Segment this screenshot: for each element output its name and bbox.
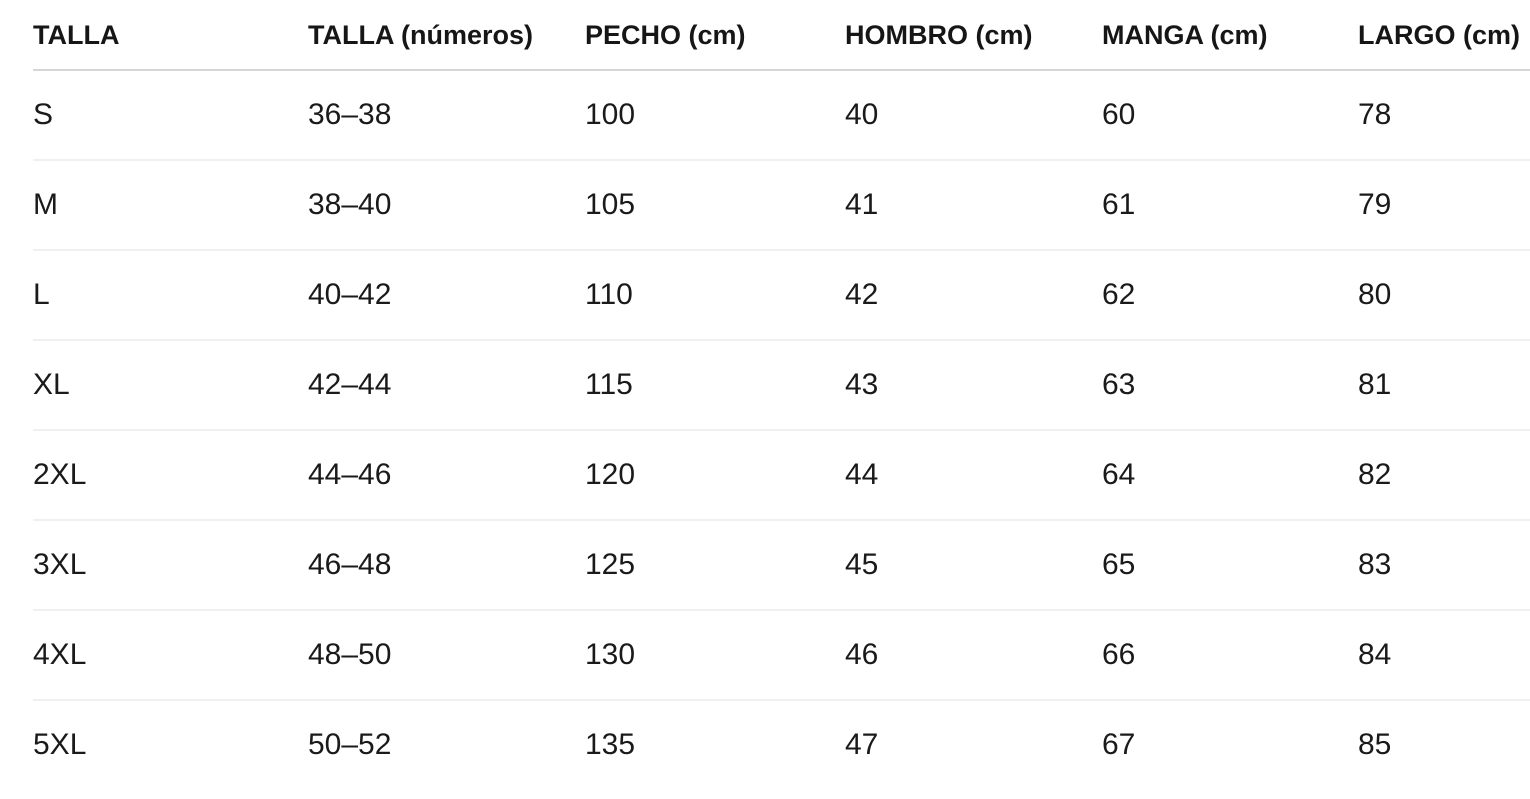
- cell-manga: 66: [1102, 610, 1358, 701]
- column-header-hombro: HOMBRO (cm): [845, 0, 1102, 71]
- cell-pecho: 110: [585, 250, 845, 341]
- cell-manga: 62: [1102, 250, 1358, 341]
- cell-manga: 67: [1102, 728, 1136, 761]
- cell-talla_numeros: 40–42: [308, 250, 585, 341]
- size-chart-table: TALLA TALLA (números) PECHO (cm) HOMBRO (cm…: [33, 0, 1530, 789]
- size-chart: TALLA TALLA (números) PECHO (cm) HOMBRO (cm…: [33, 0, 1530, 789]
- cell-talla: L: [33, 250, 308, 341]
- cell-hombro: 47: [845, 728, 879, 761]
- column-header-pecho: PECHO (cm): [585, 0, 845, 71]
- cell-pecho: 100: [585, 70, 845, 161]
- column-header-manga: MANGA (cm): [1102, 0, 1358, 71]
- cell-largo: 80: [1358, 250, 1530, 341]
- cell-talla_numeros: 38–40: [308, 160, 585, 251]
- cell-pecho: 130: [585, 610, 845, 701]
- cell-talla: 2XL: [33, 430, 308, 521]
- cell-hombro: 44: [845, 430, 1102, 521]
- cell-largo: 85: [1358, 728, 1392, 761]
- cell-manga: 65: [1102, 520, 1358, 611]
- table-header-row: TALLA TALLA (números) PECHO (cm) HOMBRO (cm…: [33, 0, 1530, 71]
- cell-largo: 84: [1358, 610, 1530, 701]
- cell-talla_numeros: 48–50: [308, 610, 585, 701]
- cell-hombro: 43: [845, 340, 1102, 431]
- cell-pecho: 105: [585, 160, 845, 251]
- cell-manga: 64: [1102, 430, 1358, 521]
- table-row: L 40–42 110 42 62 80: [33, 250, 1530, 341]
- cell-hombro: 42: [845, 250, 1102, 341]
- cell-pecho: 125: [585, 520, 845, 611]
- cell-manga: 63: [1102, 340, 1358, 431]
- table-body: S 36–38 100 40 60 78 M 38–40 105 41 61 79 L 40–42 110 4…: [33, 70, 1530, 789]
- column-header-talla: TALLA: [33, 0, 308, 71]
- cell-talla_numeros: 46–48: [308, 520, 585, 611]
- cell-hombro: 41: [845, 160, 1102, 251]
- cell-largo: 82: [1358, 430, 1530, 521]
- table-row: 2XL 44–46 120 44 64 82: [33, 430, 1530, 521]
- cell-talla_numeros: 44–46: [308, 430, 585, 521]
- cell-largo: 81: [1358, 340, 1530, 431]
- cell-hombro: 40: [845, 70, 1102, 161]
- column-header-largo: LARGO (cm): [1358, 0, 1530, 71]
- table-row: 3XL 46–48 125 45 65 83: [33, 520, 1530, 611]
- cell-talla: 3XL: [33, 520, 308, 611]
- table-row: S 36–38 100 40 60 78: [33, 70, 1530, 161]
- cell-talla: 5XL: [33, 728, 87, 761]
- cell-manga: 61: [1102, 160, 1358, 251]
- cell-largo: 83: [1358, 520, 1530, 611]
- cell-hombro: 45: [845, 520, 1102, 611]
- cell-largo: 79: [1358, 160, 1530, 251]
- table-row: 5XL 50–52 135 47 67 85: [33, 700, 1530, 789]
- cell-talla_numeros: 42–44: [308, 340, 585, 431]
- cell-talla: S: [33, 70, 308, 161]
- table-row: M 38–40 105 41 61 79: [33, 160, 1530, 251]
- cell-pecho: 135: [585, 728, 636, 761]
- cell-talla: M: [33, 160, 308, 251]
- cell-hombro: 46: [845, 610, 1102, 701]
- cell-largo: 78: [1358, 70, 1530, 161]
- cell-pecho: 120: [585, 430, 845, 521]
- cell-talla_numeros: 50–52: [308, 728, 392, 761]
- table-row: XL 42–44 115 43 63 81: [33, 340, 1530, 431]
- cell-pecho: 115: [585, 340, 845, 431]
- cell-talla: 4XL: [33, 610, 308, 701]
- cell-talla_numeros: 36–38: [308, 70, 585, 161]
- cell-talla: XL: [33, 340, 308, 431]
- cell-manga: 60: [1102, 70, 1358, 161]
- table-row: 4XL 48–50 130 46 66 84: [33, 610, 1530, 701]
- column-header-talla_numeros: TALLA (números): [308, 0, 585, 71]
